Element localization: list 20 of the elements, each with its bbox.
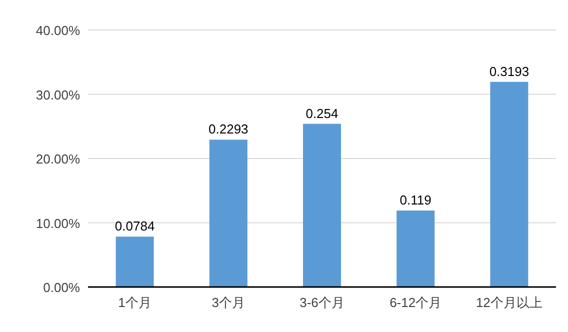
bar <box>303 124 341 287</box>
y-tick-label: 0.00% <box>43 280 80 295</box>
y-tick-label: 40.00% <box>36 23 80 38</box>
y-tick-label: 10.00% <box>36 216 80 231</box>
y-tick-label: 30.00% <box>36 87 80 102</box>
y-tick-label: 20.00% <box>36 152 80 166</box>
data-label: 0.2293 <box>208 122 248 137</box>
bar <box>209 140 248 287</box>
x-tick-label: 1个月 <box>118 295 152 310</box>
data-label: 0.119 <box>400 192 432 208</box>
data-label: 0.0784 <box>114 218 155 234</box>
data-label: 0.3193 <box>489 64 530 79</box>
x-tick-label: 3-6个月 <box>300 295 344 310</box>
data-label: 0.254 <box>306 106 338 121</box>
x-tick-label: 6-12个月 <box>390 295 442 310</box>
bar <box>116 236 154 287</box>
x-tick-label: 3个月 <box>212 295 246 310</box>
x-tick-label: 12个月以上 <box>476 295 542 310</box>
bar <box>490 82 528 287</box>
bar <box>396 210 435 287</box>
